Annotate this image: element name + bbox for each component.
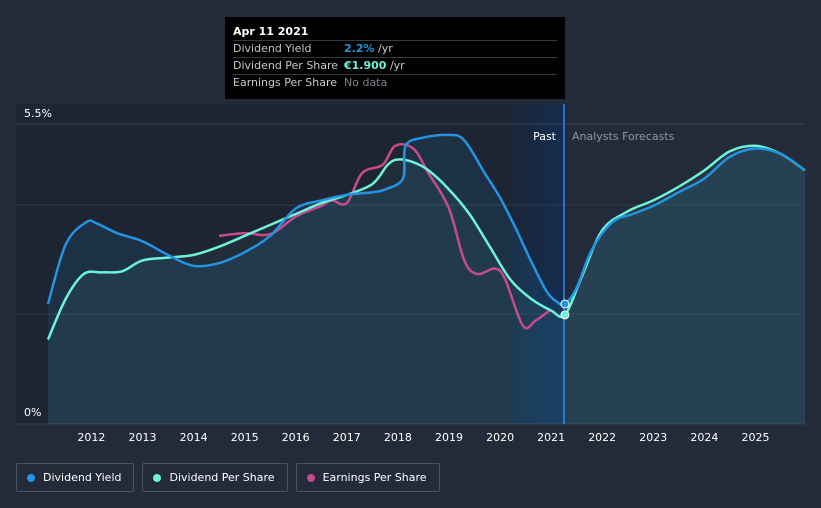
x-tick-label: 2014: [180, 431, 208, 444]
legend-label: Dividend Yield: [43, 471, 122, 484]
legend-dot-earnings-per-share: [306, 473, 315, 482]
tooltip-label: Dividend Per Share: [233, 59, 339, 72]
series-layer: [46, 133, 806, 425]
y-label-bottom: 0%: [24, 406, 41, 419]
y-label-top: 5.5%: [24, 107, 52, 120]
tooltip-eps-value: No data: [344, 76, 388, 89]
x-tick-label: 2024: [690, 431, 718, 444]
tooltip-dps-value: €1.900: [344, 59, 387, 72]
chart-legend: Dividend Yield Dividend Per Share Earnin…: [16, 463, 440, 492]
past-label: Past: [533, 130, 557, 143]
past-region-background: [16, 104, 564, 424]
tooltip-row-eps: Earnings Per Share No data: [233, 74, 557, 91]
legend-dot-dividend-per-share: [153, 473, 162, 482]
tooltip-unit: /yr: [386, 59, 405, 72]
forecast-label: Analysts Forecasts: [572, 130, 675, 143]
x-tick-label: 2020: [486, 431, 514, 444]
tooltip-row-yield: Dividend Yield 2.2% /yr: [233, 40, 557, 57]
legend-dot-dividend-yield: [27, 473, 35, 482]
x-axis-ticks: 2012 2013 2014 2015 2016 2017 2018 2019 2020 2021…: [77, 431, 769, 444]
tooltip-value: €1.900 /yr: [344, 58, 405, 74]
legend-item-dividend-yield[interactable]: Dividend Yield: [16, 463, 135, 492]
tooltip-unit: /yr: [374, 42, 393, 55]
dividend-yield-line: [46, 133, 806, 307]
earnings-per-share-line: [218, 143, 552, 330]
x-tick-label: 2023: [639, 431, 667, 444]
past-highlight-band: [512, 104, 564, 424]
x-tick-label: 2025: [742, 431, 770, 444]
x-tick-label: 2016: [282, 431, 310, 444]
x-tick-label: 2018: [384, 431, 412, 444]
x-tick-label: 2013: [129, 431, 157, 444]
tooltip-yield-value: 2.2%: [344, 42, 375, 55]
x-tick-label: 2017: [333, 431, 361, 444]
legend-item-earnings-per-share[interactable]: Earnings Per Share: [295, 463, 440, 492]
x-tick-label: 2012: [77, 431, 105, 444]
hover-tooltip: Apr 11 2021 Dividend Yield 2.2% /yr Divi…: [225, 17, 565, 99]
tooltip-label: Earnings Per Share: [233, 76, 338, 89]
dividend-per-share-hover-marker: [560, 310, 570, 320]
x-tick-label: 2015: [231, 431, 259, 444]
dividend-yield-hover-marker: [560, 299, 570, 309]
legend-item-dividend-per-share[interactable]: Dividend Per Share: [142, 463, 288, 492]
x-tick-label: 2022: [588, 431, 616, 444]
dividend-yield-area: [48, 134, 805, 424]
x-tick-label: 2021: [537, 431, 565, 444]
dividend-per-share-area: [48, 145, 805, 425]
legend-label: Dividend Per Share: [169, 471, 275, 484]
tooltip-date: Apr 11 2021: [233, 25, 309, 38]
x-tick-label: 2019: [435, 431, 463, 444]
tooltip-value: 2.2% /yr: [344, 41, 393, 57]
tooltip-label: Dividend Yield: [233, 42, 312, 55]
tooltip-row-dps: Dividend Per Share €1.900 /yr: [233, 57, 557, 74]
dividend-per-share-line: [46, 144, 806, 340]
legend-label: Earnings Per Share: [322, 471, 427, 484]
